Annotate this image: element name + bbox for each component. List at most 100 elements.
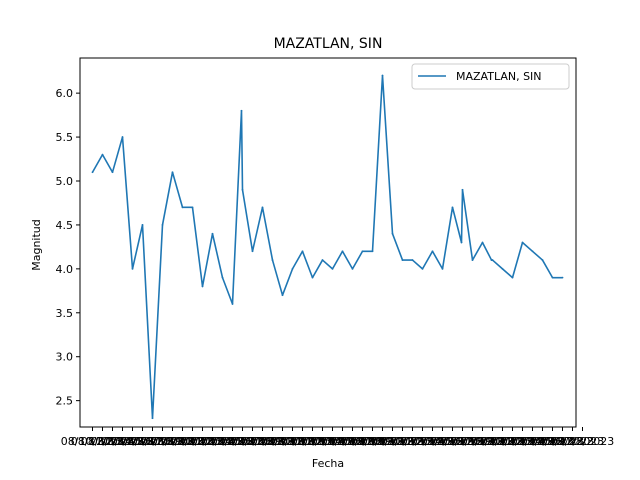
x-tick-label: 09/24/2023 [511,435,574,448]
data-point [251,250,254,253]
x-tick-label: 09/19/2023 [461,435,524,448]
data-point [341,250,344,253]
x-tick-label: 08/28/2023 [241,435,304,448]
x-tick-label: 09/22/2023 [491,435,554,448]
data-point [501,267,504,270]
data-point [541,259,544,261]
data-point [431,250,434,253]
data-point [261,206,264,209]
data-point [151,417,154,420]
x-tick-label: 08/31/2023 [271,435,334,448]
x-tick-label: 08/24/2023 [201,435,264,448]
data-point [161,224,164,226]
x-tick-label: 08/26/2023 [221,435,284,448]
y-tick-label: 3.0 [56,351,74,364]
data-point [491,259,494,261]
data-point [441,267,444,270]
y-tick-label: 6.0 [56,87,74,100]
data-point [311,276,314,279]
data-point [521,241,524,244]
data-point [91,171,94,174]
x-tick-label: 08/15/2023 [111,435,174,448]
x-tick-label: 08/27/2023 [231,435,294,448]
x-tick-label: 09/09/2023 [361,435,424,448]
data-point [361,250,364,253]
x-axis-label: Fecha [312,457,344,470]
x-tick-label: 08/13/2023 [91,435,154,448]
x-tick-label: 08/25/2023 [211,435,274,448]
data-point [231,303,234,305]
chart-title: MAZATLAN, SIN [274,36,383,52]
x-tick-label: 09/14/2023 [411,435,474,448]
x-tick-label: 08/21/2023 [171,435,234,448]
x-tick-label: 09/20/2023 [471,435,534,448]
data-point [101,153,104,156]
data-point [181,206,184,209]
data-point [131,267,134,270]
data-point [291,267,294,270]
x-tick-label: 08/14/2023 [101,435,164,448]
y-tick-label: 5.5 [56,131,74,144]
data-point [171,171,174,174]
x-tick-label: 09/18/2023 [451,435,514,448]
x-tick-label: 09/08/2023 [351,435,414,448]
x-tick-label: 09/02/2023 [291,435,354,448]
x-tick-label: 08/16/2023 [121,435,184,448]
data-point [371,250,374,253]
x-tick-label: 09/28/2023 [551,435,614,448]
x-tick-label: 08/30/2023 [261,435,324,448]
y-tick-label: 4.5 [56,219,74,232]
x-tick-label: 09/15/2023 [421,435,484,448]
data-point [411,259,414,261]
data-point [271,259,274,261]
x-tick-label: 09/06/2023 [331,435,394,448]
data-point [221,276,224,279]
x-tick-label: 09/04/2023 [311,435,374,448]
x-tick-label: 08/11/2023 [71,435,134,448]
x-tick-label: 08/12/2023 [81,435,144,448]
x-tick-label: 09/01/2023 [281,435,344,448]
x-tick-label: 08/18/2023 [141,435,204,448]
x-tick-label: 08/17/2023 [131,435,194,448]
x-tick-label: 09/16/2023 [431,435,494,448]
x-tick-label: 08/29/2023 [251,435,314,448]
y-tick-label: 5.0 [56,175,74,188]
plot-area: 2.5 3.0 3.5 4.0 4.5 5.0 5.5 6.0 08/10/202308/11/… [56,57,614,448]
data-point [281,294,284,297]
legend-frame [411,63,570,90]
data-point [321,259,324,261]
x-tick-label: 08/20/2023 [161,435,224,448]
data-point [561,276,564,279]
x-tick-label: 09/12/2023 [391,435,454,448]
data-point [331,267,334,270]
y-axis-label: Magnitud [30,219,43,271]
x-tick-label: 09/23/2023 [501,435,564,448]
data-point [381,74,384,77]
y-tick-label: 4.0 [56,263,74,276]
data-point [451,206,454,209]
legend-label: MAZATLAN, SIN [456,70,542,83]
data-point [211,232,214,235]
data-point [421,267,424,270]
x-tick-label: 09/03/2023 [301,435,364,448]
data-point [391,232,394,235]
data-point [401,259,404,261]
data-point [111,171,114,174]
x-tick-label: 09/17/2023 [441,435,504,448]
x-tick-label: 09/13/2023 [401,435,464,448]
data-point [511,276,514,279]
x-tick-label: 08/22/2023 [181,435,244,448]
data-point [240,109,243,112]
data-point [551,276,554,279]
data-point [301,250,304,253]
data-point [351,267,354,270]
x-tick-label: 09/05/2023 [321,435,384,448]
x-tick-label: 08/10/2023 [61,435,124,448]
x-tick-label: 09/10/2023 [371,435,434,448]
data-point [241,188,244,191]
x-tick-label: 09/11/2023 [381,435,444,448]
x-tick-label: 09/21/2023 [481,435,544,448]
x-tick-label: 09/07/2023 [341,435,404,448]
plot-frame [79,57,577,428]
